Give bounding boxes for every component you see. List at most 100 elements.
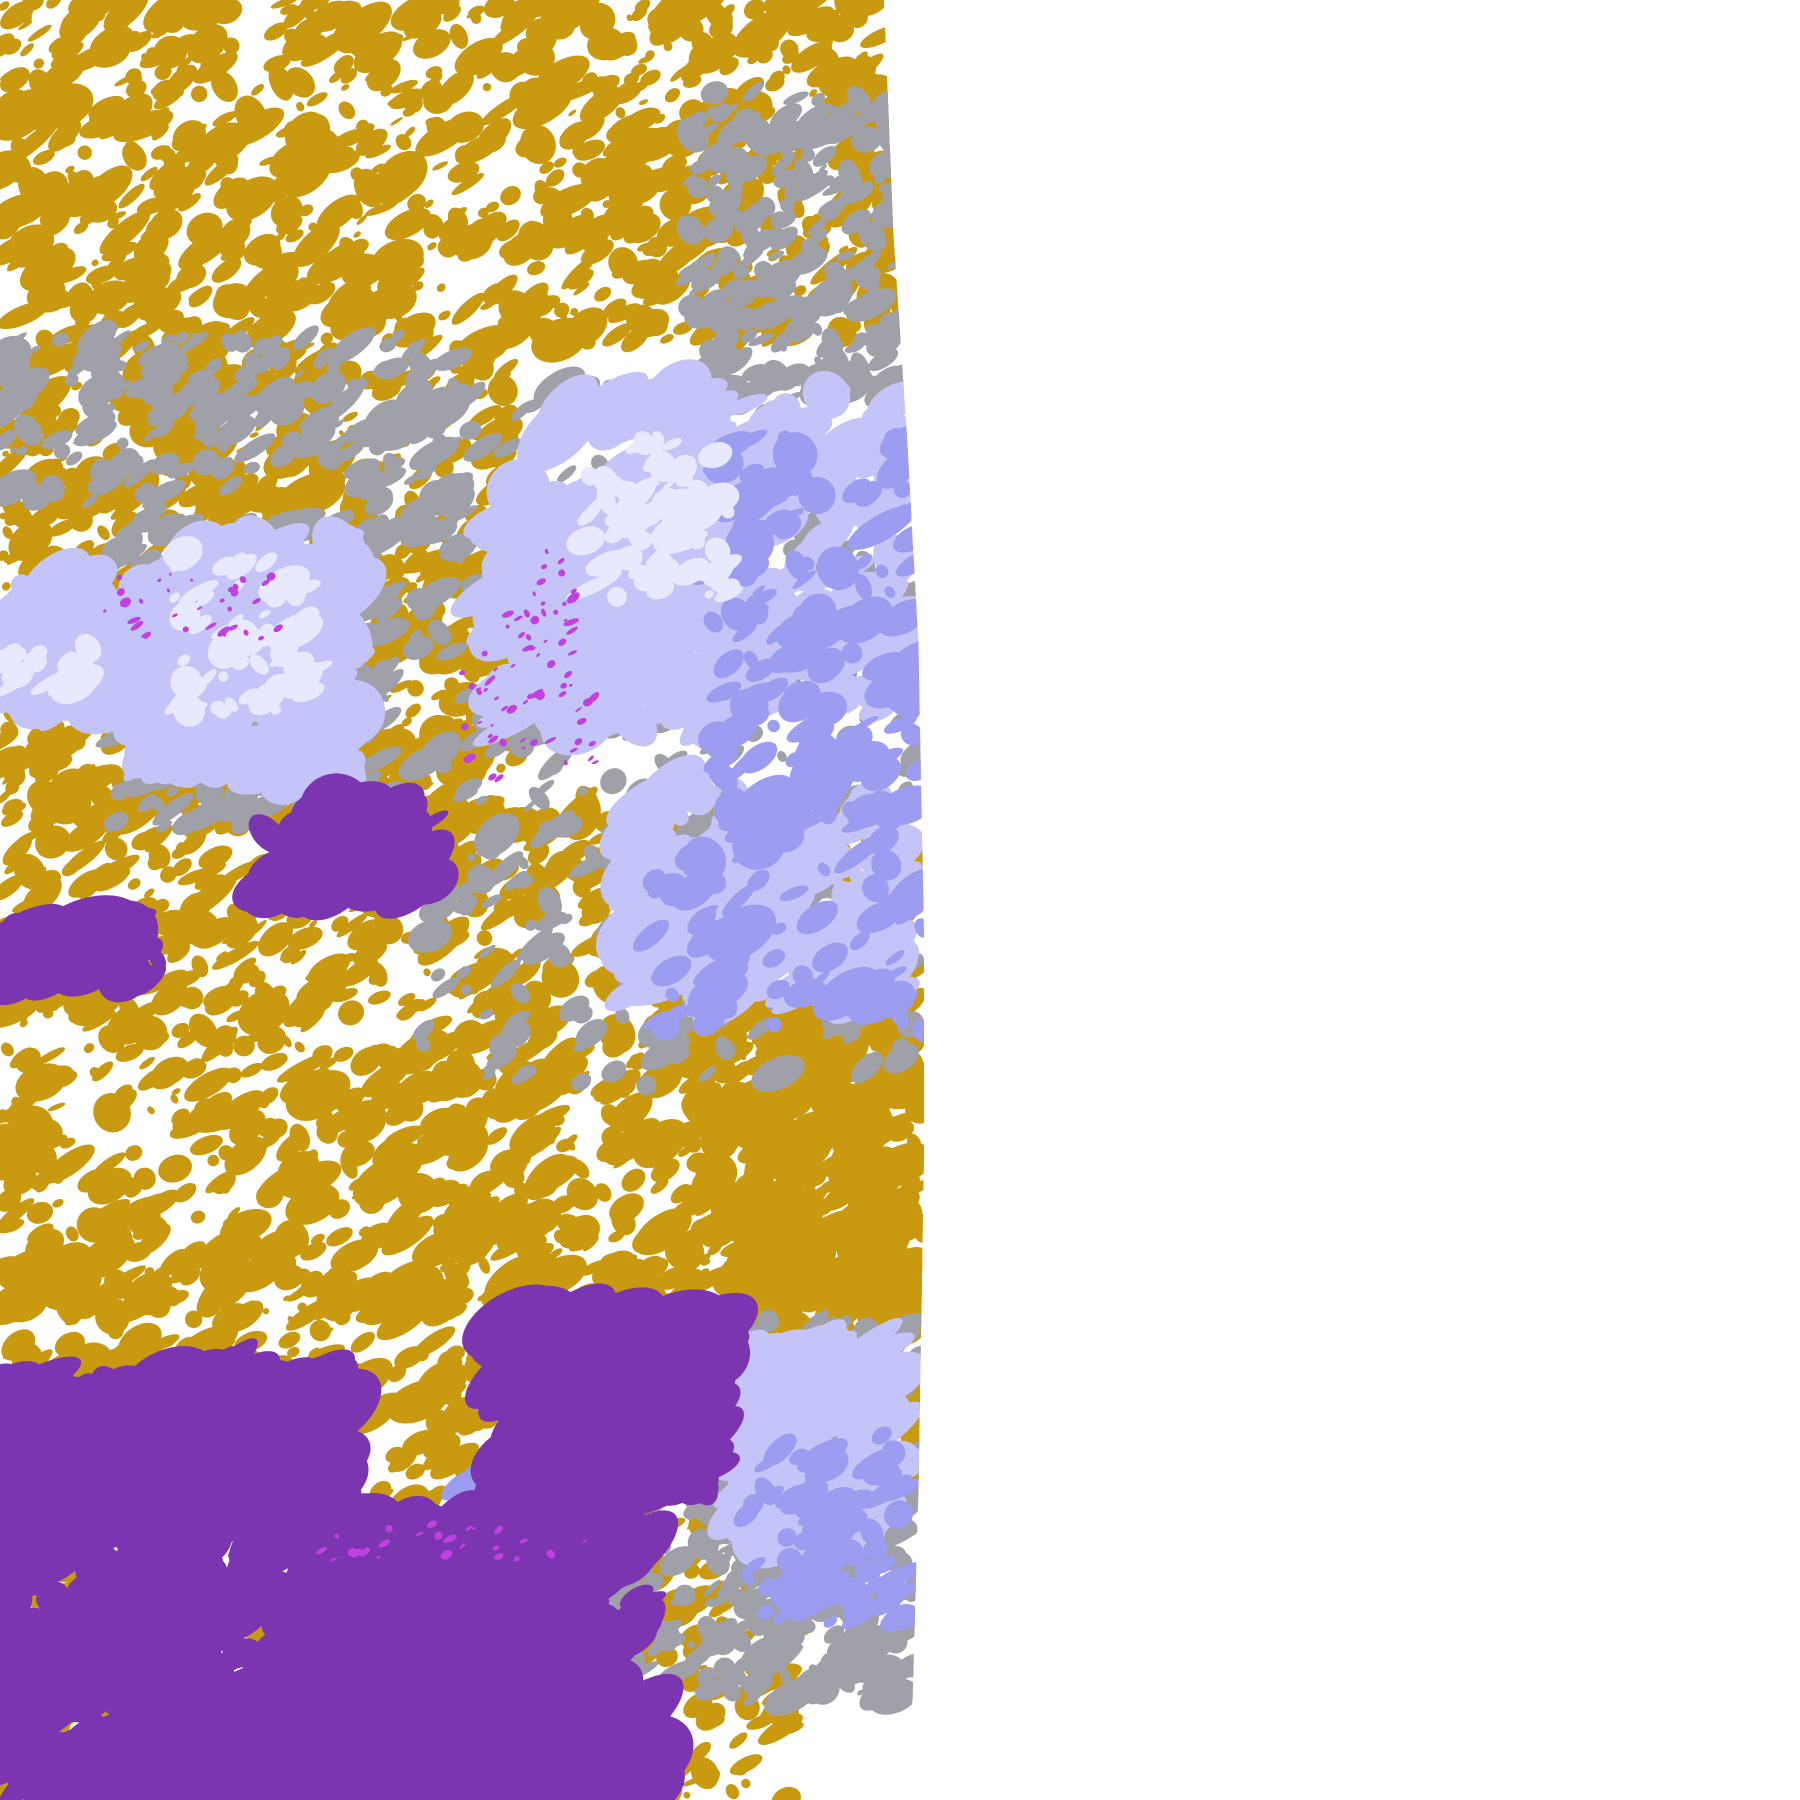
gold-patch	[403, 151, 418, 166]
gold-patch	[480, 92, 528, 126]
gray-cloud-patch	[897, 152, 911, 166]
gold-patch	[470, 11, 482, 24]
gold-patch	[896, 181, 925, 209]
gold-patch	[573, 282, 590, 296]
gold-patch	[531, 317, 588, 363]
gold-patch	[568, 109, 577, 117]
gold-patch	[446, 111, 485, 143]
gold-patch	[741, 1778, 751, 1789]
gold-patch	[353, 31, 403, 74]
gold-patch	[631, 5, 648, 22]
gold-patch	[77, 145, 92, 160]
gold-patch	[355, 123, 375, 136]
gold-patch	[294, 1041, 305, 1053]
gold-patch	[265, 286, 284, 305]
gold-patch	[221, 122, 231, 130]
gold-patch	[83, 1043, 95, 1054]
gold-patch	[147, 1106, 155, 1115]
gold-patch	[301, 0, 315, 21]
gold-patch	[99, 113, 138, 140]
gold-patch	[888, 52, 912, 67]
gold-patch	[395, 134, 412, 151]
gold-patch	[117, 225, 135, 236]
gold-patch	[0, 1042, 14, 1057]
gold-patch	[369, 238, 424, 283]
gold-patch	[52, 1198, 64, 1208]
gold-patch	[390, 79, 418, 94]
gold-patch	[423, 968, 431, 977]
gray-cloud-patch	[890, 148, 904, 161]
gold-patch	[262, 251, 302, 278]
gold-patch	[35, 329, 55, 350]
gold-patch	[247, 291, 269, 318]
gold-patch	[407, 679, 424, 697]
gold-patch	[491, 11, 538, 47]
gold-patch	[496, 763, 506, 773]
gold-patch	[47, 1102, 66, 1112]
gold-patch	[851, 0, 889, 17]
gray-cloud-patch	[894, 129, 917, 151]
gold-patch	[333, 55, 354, 75]
gold-patch	[166, 64, 198, 94]
gold-patch	[23, 203, 40, 220]
gold-patch	[367, 990, 391, 1005]
gray-cloud-patch	[891, 112, 906, 125]
gold-patch	[323, 301, 344, 321]
gold-patch	[193, 158, 215, 176]
gold-patch	[103, 0, 149, 32]
gold-patch	[897, 223, 919, 238]
gold-patch	[380, 85, 393, 97]
gold-patch	[895, 39, 925, 77]
gold-patch	[432, 161, 448, 171]
gold-patch	[118, 183, 145, 209]
gold-patch	[59, 6, 101, 41]
gold-patch	[633, 81, 648, 91]
gold-patch	[188, 288, 205, 302]
gold-patch	[125, 1145, 143, 1161]
gold-patch	[438, 70, 474, 106]
gold-patch	[268, 64, 294, 101]
gold-patch	[819, 8, 843, 24]
gold-patch	[220, 177, 237, 195]
gold-patch	[761, 329, 782, 347]
gold-patch	[660, 334, 674, 344]
gold-patch	[0, 1, 10, 11]
gold-patch	[140, 166, 158, 182]
gold-patch	[404, 126, 416, 137]
gold-patch	[887, 2, 905, 20]
gold-patch	[838, 245, 849, 253]
gold-patch	[262, 301, 274, 312]
gold-patch	[127, 878, 141, 890]
gold-patch	[61, 78, 70, 86]
gold-patch	[485, 274, 518, 307]
gold-patch	[623, 228, 641, 244]
gold-patch	[782, 65, 791, 75]
gold-patch	[449, 23, 469, 49]
gold-patch	[413, 29, 451, 59]
gold-patch	[765, 75, 785, 92]
gold-patch	[631, 66, 643, 77]
gold-patch	[139, 41, 184, 69]
gold-patch	[527, 261, 546, 276]
gold-patch	[158, 1154, 192, 1183]
gold-patch	[160, 148, 176, 163]
gold-patch	[105, 31, 141, 58]
gold-patch	[97, 525, 110, 541]
gold-patch	[364, 72, 375, 82]
gold-patch	[427, 242, 437, 251]
gold-patch	[48, 119, 82, 152]
gold-patch	[18, 20, 33, 30]
gold-patch	[46, 0, 62, 9]
gold-patch	[50, 42, 84, 68]
gold-patch	[500, 186, 521, 206]
gold-patch	[902, 183, 925, 207]
gold-patch	[591, 74, 620, 95]
gold-patch	[190, 1210, 206, 1224]
gold-patch	[402, 106, 416, 117]
gold-patch	[656, 0, 692, 16]
gold-patch	[278, 1331, 301, 1349]
gold-patch	[886, 22, 923, 58]
gold-patch	[570, 307, 579, 316]
gold-patch	[747, 54, 759, 65]
gold-patch	[136, 197, 167, 216]
